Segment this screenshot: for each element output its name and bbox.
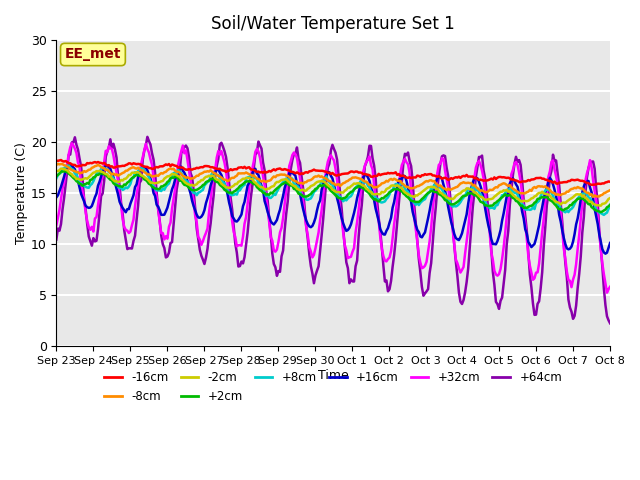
+2cm <box>122 182 130 188</box>
Line: +64cm: +64cm <box>56 137 610 323</box>
-16cm <box>296 171 304 177</box>
-8cm <box>219 176 227 182</box>
+32cm <box>577 216 584 222</box>
+16cm <box>606 240 614 246</box>
-16cm <box>588 182 595 188</box>
+8cm <box>600 212 608 218</box>
+2cm <box>577 195 584 201</box>
-2cm <box>247 176 255 182</box>
-2cm <box>597 203 605 209</box>
-8cm <box>52 162 60 168</box>
+8cm <box>296 189 304 195</box>
+8cm <box>122 184 130 190</box>
-16cm <box>606 179 614 185</box>
+32cm <box>219 154 227 159</box>
+32cm <box>122 227 130 233</box>
+2cm <box>62 168 70 174</box>
+2cm <box>606 202 614 208</box>
+16cm <box>577 196 584 202</box>
-2cm <box>296 188 304 193</box>
-16cm <box>237 164 245 170</box>
-16cm <box>122 162 130 168</box>
+2cm <box>597 209 605 215</box>
+2cm <box>219 185 227 191</box>
+16cm <box>247 177 255 182</box>
-2cm <box>122 176 130 181</box>
+8cm <box>65 162 72 168</box>
-8cm <box>247 172 255 178</box>
+64cm <box>120 228 128 233</box>
+2cm <box>237 182 245 188</box>
+16cm <box>67 161 74 167</box>
-2cm <box>577 192 584 197</box>
-16cm <box>57 157 65 163</box>
Y-axis label: Temperature (C): Temperature (C) <box>15 142 28 244</box>
-16cm <box>247 167 255 172</box>
-16cm <box>577 178 584 184</box>
Line: +32cm: +32cm <box>56 144 610 293</box>
+8cm <box>606 204 614 210</box>
-16cm <box>52 158 60 164</box>
+16cm <box>237 212 245 217</box>
+2cm <box>52 173 60 179</box>
+64cm <box>237 259 245 264</box>
+2cm <box>247 179 255 185</box>
+8cm <box>237 185 245 191</box>
+16cm <box>296 191 304 197</box>
+32cm <box>606 284 614 289</box>
Line: -2cm: -2cm <box>56 168 610 206</box>
Line: -8cm: -8cm <box>56 164 610 197</box>
-8cm <box>296 180 304 186</box>
+8cm <box>52 175 60 181</box>
+32cm <box>247 174 255 180</box>
-8cm <box>577 186 584 192</box>
Line: +2cm: +2cm <box>56 171 610 212</box>
+8cm <box>577 193 584 199</box>
+32cm <box>68 141 76 146</box>
+32cm <box>296 176 304 181</box>
-16cm <box>219 168 227 173</box>
+64cm <box>52 237 60 242</box>
Legend: -16cm, -8cm, -2cm, +2cm, +8cm, +16cm, +32cm, +64cm: -16cm, -8cm, -2cm, +2cm, +8cm, +16cm, +3… <box>100 367 567 408</box>
-8cm <box>122 168 130 174</box>
+16cm <box>219 177 227 182</box>
+64cm <box>296 160 304 166</box>
-2cm <box>52 168 60 174</box>
+32cm <box>603 290 611 296</box>
+16cm <box>52 194 60 200</box>
-2cm <box>219 182 227 188</box>
-8cm <box>54 161 61 167</box>
Text: EE_met: EE_met <box>65 48 121 61</box>
+16cm <box>602 251 609 256</box>
-8cm <box>237 170 245 176</box>
-2cm <box>57 166 65 171</box>
+8cm <box>247 173 255 179</box>
-8cm <box>606 187 614 193</box>
+64cm <box>219 144 227 149</box>
-2cm <box>606 195 614 201</box>
+64cm <box>143 134 151 140</box>
Line: +16cm: +16cm <box>56 164 610 253</box>
+64cm <box>247 196 255 202</box>
+32cm <box>52 223 60 228</box>
+64cm <box>606 320 614 326</box>
+64cm <box>577 253 584 259</box>
Title: Soil/Water Temperature Set 1: Soil/Water Temperature Set 1 <box>211 15 455 33</box>
X-axis label: Time: Time <box>318 369 349 382</box>
-2cm <box>237 177 245 183</box>
+2cm <box>296 192 304 197</box>
Line: -16cm: -16cm <box>56 160 610 185</box>
+8cm <box>219 179 227 184</box>
+32cm <box>237 243 245 249</box>
-8cm <box>589 194 597 200</box>
+16cm <box>122 209 130 215</box>
Line: +8cm: +8cm <box>56 165 610 215</box>
